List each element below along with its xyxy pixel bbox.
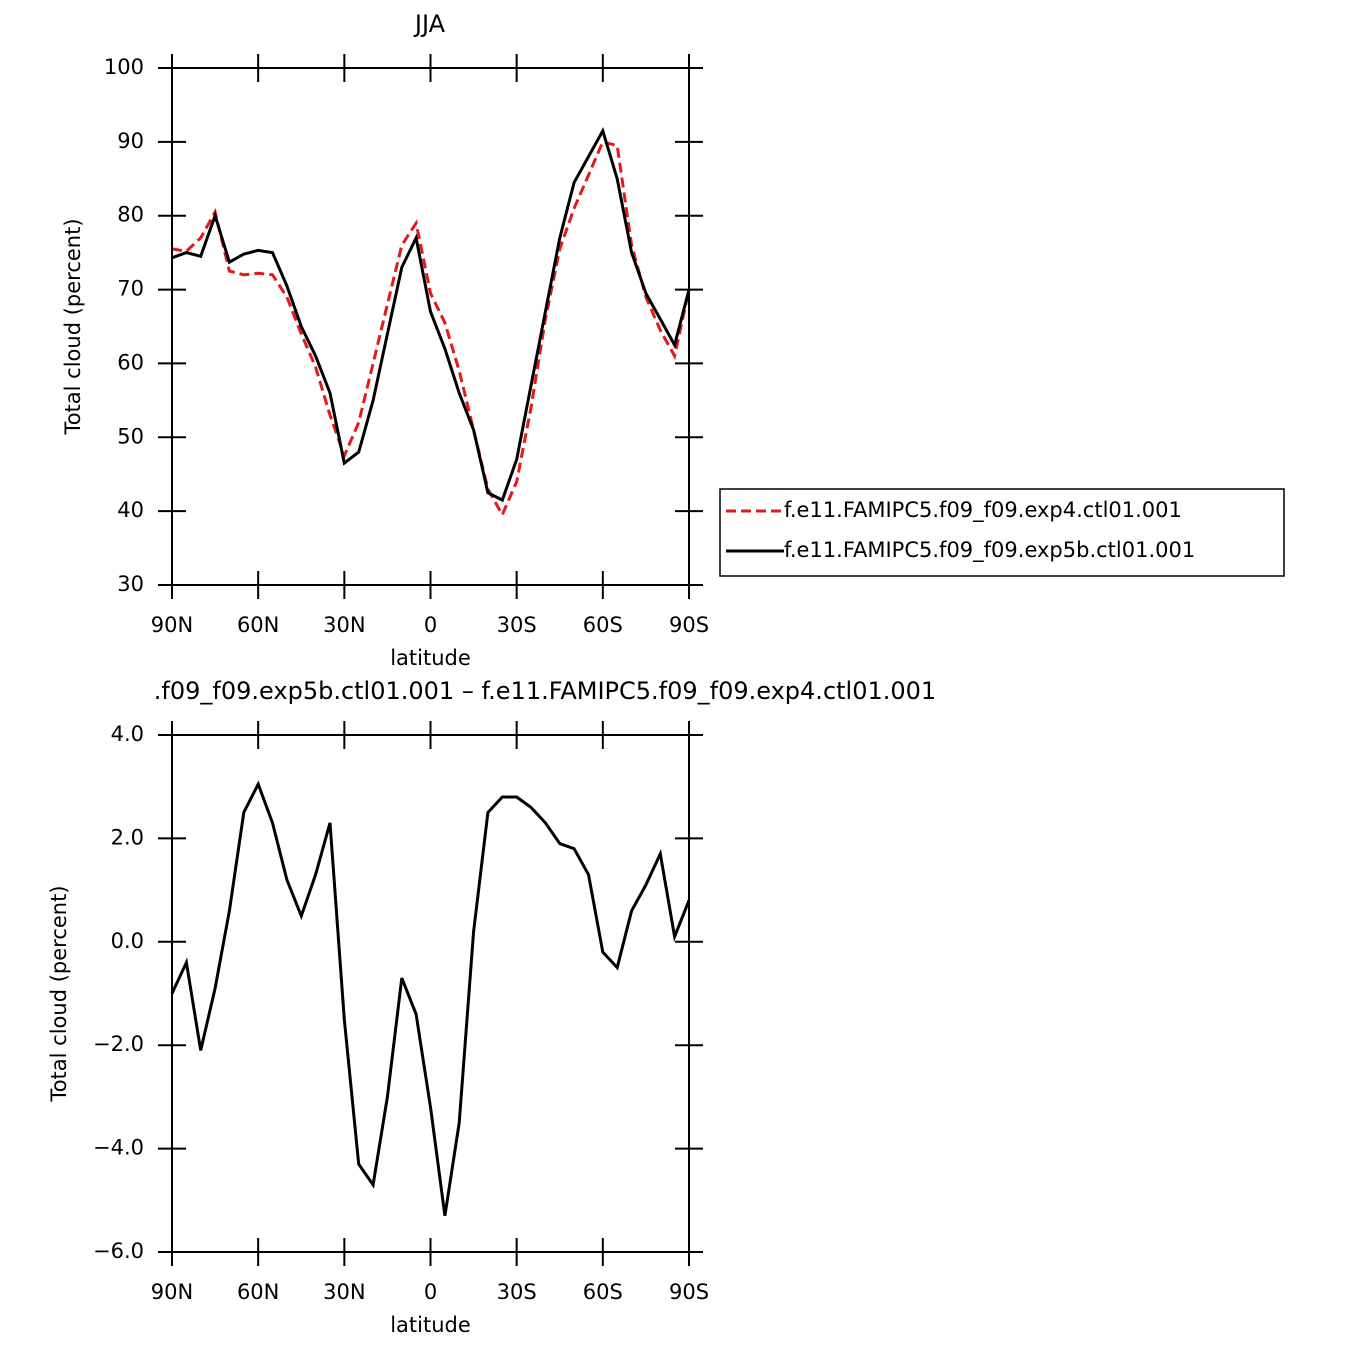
x-tick-label: 0 [424,613,437,637]
y-tick-label: 40 [117,498,144,522]
x-axis-label: latitude [390,646,471,670]
x-tick-label: 60N [237,613,279,637]
y-axis-label: Total cloud (percent) [47,885,71,1102]
x-tick-label: 30S [497,1280,537,1304]
data-line [170,780,691,1217]
x-axis-label: latitude [390,1313,471,1337]
y-tick-label: 70 [117,277,144,301]
y-tick-label: −4.0 [93,1136,144,1160]
y-tick-label: 4.0 [111,722,144,746]
y-tick-label: 90 [117,129,144,153]
plot-frame [171,734,690,1253]
x-tick-label: 30S [497,613,537,637]
x-tick-label: 0 [424,1280,437,1304]
chart-title: JJA [413,10,446,38]
x-tick-label: 30N [323,1280,365,1304]
chart-title: .f09_f09.exp5b.ctl01.001 – f.e11.FAMIPC5… [154,677,936,705]
x-tick-label: 60S [583,613,623,637]
y-axis-label: Total cloud (percent) [61,218,85,435]
y-tick-label: 0.0 [111,929,144,953]
y-tick-label: 60 [117,350,144,374]
legend-box [719,488,1285,577]
x-tick-label: 90S [669,613,709,637]
x-tick-label: 60S [583,1280,623,1304]
x-tick-label: 90N [151,613,193,637]
plot-frame [171,67,690,586]
legend-label: f.e11.FAMIPC5.f09_f09.exp4.ctl01.001 [784,498,1182,523]
x-tick-label: 90N [151,1280,193,1304]
y-tick-label: −2.0 [93,1032,144,1056]
data-line [171,140,691,519]
y-tick-label: 30 [117,572,144,596]
data-line [171,126,691,503]
y-tick-label: −6.0 [93,1239,144,1263]
y-tick-label: 80 [117,203,144,227]
x-tick-label: 90S [669,1280,709,1304]
legend-label: f.e11.FAMIPC5.f09_f09.exp5b.ctl01.001 [784,538,1195,563]
y-tick-label: 50 [117,424,144,448]
y-tick-label: 2.0 [111,825,144,849]
x-tick-label: 60N [237,1280,279,1304]
y-tick-label: 100 [104,55,144,79]
x-tick-label: 30N [323,613,365,637]
